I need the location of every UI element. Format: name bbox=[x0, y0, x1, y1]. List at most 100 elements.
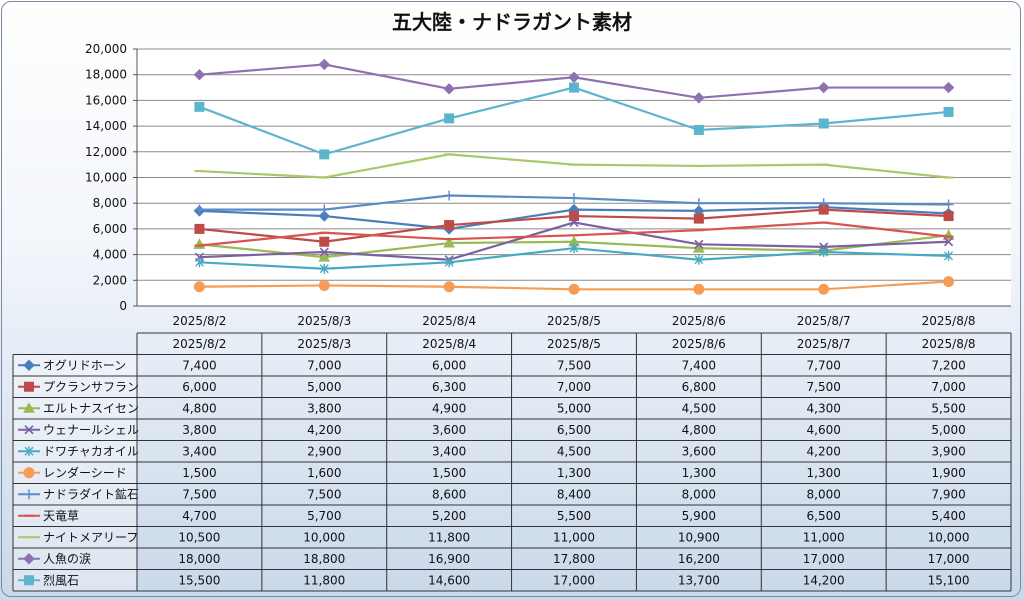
legend-label: レンダーシード bbox=[43, 465, 127, 480]
series-8 bbox=[194, 221, 954, 247]
table-cell-value: 5,500 bbox=[931, 401, 965, 415]
table-cell-value: 17,000 bbox=[928, 552, 970, 566]
series-6 bbox=[193, 276, 955, 295]
table-cell-value: 7,500 bbox=[182, 487, 216, 501]
table-cell-value: 8,600 bbox=[432, 487, 466, 501]
legend-label: ナドラダイト鉱石 bbox=[43, 486, 139, 501]
star-marker bbox=[944, 250, 954, 261]
y-tick-label: 4,000 bbox=[93, 248, 127, 262]
star-marker bbox=[24, 446, 34, 457]
series-lines bbox=[193, 58, 955, 295]
table-cell-value: 16,900 bbox=[428, 552, 470, 566]
table-cell-value: 10,500 bbox=[178, 530, 220, 544]
table-cell-value: 5,000 bbox=[307, 380, 341, 394]
table-cell-value: 7,400 bbox=[182, 358, 216, 372]
square-marker bbox=[24, 381, 34, 392]
triangle-marker bbox=[443, 237, 455, 248]
series-9 bbox=[194, 153, 954, 179]
diamond-marker bbox=[942, 81, 955, 94]
x-marker-stroke bbox=[24, 425, 34, 435]
table-cell-value: 5,500 bbox=[557, 509, 591, 523]
x-marker bbox=[944, 237, 954, 247]
x-marker-stroke bbox=[944, 237, 954, 247]
table-cell-value: 4,600 bbox=[807, 423, 841, 437]
circle-marker bbox=[943, 276, 955, 288]
diamond-marker bbox=[23, 359, 35, 371]
table-cell-value: 6,300 bbox=[432, 380, 466, 394]
circle-marker bbox=[818, 283, 830, 295]
table-cell-value: 1,300 bbox=[807, 466, 841, 480]
y-tick-label: 8,000 bbox=[93, 196, 127, 210]
table-cell-value: 11,800 bbox=[303, 573, 345, 587]
table-cell-value: 5,900 bbox=[682, 509, 716, 523]
star-marker bbox=[194, 257, 204, 268]
y-tick-label: 18,000 bbox=[85, 68, 127, 82]
table-cell-value: 3,900 bbox=[931, 444, 965, 458]
table-cell-value: 5,400 bbox=[931, 509, 965, 523]
table-cell-value: 3,800 bbox=[307, 401, 341, 415]
legend-label: エルトナスイセン bbox=[43, 401, 139, 415]
table-cell-value: 8,400 bbox=[557, 487, 591, 501]
table-cell-value: 4,500 bbox=[557, 444, 591, 458]
table-cell-value: 3,400 bbox=[432, 444, 466, 458]
table-cell-value: 3,800 bbox=[182, 423, 216, 437]
table-cell-value: 6,500 bbox=[557, 423, 591, 437]
table-cell-value: 10,000 bbox=[928, 530, 970, 544]
y-tick-label: 0 bbox=[119, 299, 127, 313]
series-11 bbox=[194, 82, 954, 160]
table-cell-value: 4,700 bbox=[182, 509, 216, 523]
table-cell-value: 1,500 bbox=[182, 466, 216, 480]
table-cell-value: 6,000 bbox=[432, 358, 466, 372]
plus-marker bbox=[194, 204, 205, 215]
square-marker bbox=[818, 118, 829, 129]
diamond-marker bbox=[818, 81, 830, 94]
table-cell-value: 4,900 bbox=[432, 401, 466, 415]
table-cell-value: 17,000 bbox=[553, 573, 595, 587]
table-cell-value: 7,000 bbox=[307, 358, 341, 372]
y-tick-label: 12,000 bbox=[85, 145, 127, 159]
x-tick-label: 2025/8/3 bbox=[297, 314, 351, 328]
table-cell-value: 3,600 bbox=[432, 423, 466, 437]
y-tick-label: 16,000 bbox=[85, 93, 127, 107]
diamond-marker bbox=[318, 58, 330, 71]
square-marker bbox=[319, 236, 330, 247]
table-header-date: 2025/8/3 bbox=[297, 337, 351, 351]
table-cell-value: 6,000 bbox=[182, 380, 216, 394]
plus-marker bbox=[319, 204, 330, 215]
data-table: 2025/8/2 2025/8/3 2025/8/4 2025/8/5 2025/8/6… bbox=[12, 332, 1012, 592]
table-cell-value: 4,300 bbox=[807, 401, 841, 415]
table-cell-value: 8,000 bbox=[807, 487, 841, 501]
square-marker bbox=[444, 113, 455, 124]
table-cell-value: 7,700 bbox=[807, 358, 841, 372]
square-marker bbox=[693, 124, 704, 135]
plus-marker bbox=[569, 193, 579, 204]
table-header-date: 2025/8/4 bbox=[422, 337, 476, 351]
circle-marker bbox=[23, 467, 35, 479]
triangle-marker bbox=[318, 251, 331, 262]
table-cell-value: 15,100 bbox=[928, 573, 970, 587]
star-marker bbox=[319, 263, 329, 274]
square-marker bbox=[943, 106, 954, 117]
diamond-marker bbox=[23, 553, 35, 565]
table-cell-value: 11,000 bbox=[553, 530, 595, 544]
x-tick-label: 2025/8/2 bbox=[172, 314, 226, 328]
series-10 bbox=[193, 58, 955, 104]
table-cell-value: 5,000 bbox=[557, 401, 591, 415]
x-tick-label: 2025/8/5 bbox=[547, 314, 601, 328]
chart-title: 五大陸・ナドラガント素材 bbox=[392, 10, 632, 34]
x-tick-label: 2025/8/4 bbox=[422, 314, 476, 328]
table-cell-value: 1,300 bbox=[682, 466, 716, 480]
square-marker bbox=[444, 220, 455, 231]
star-marker bbox=[569, 243, 579, 254]
plus-marker bbox=[24, 489, 34, 500]
y-tick-label: 14,000 bbox=[85, 119, 127, 133]
legend-label: 烈風石 bbox=[43, 573, 79, 587]
table-header-date: 2025/8/7 bbox=[797, 337, 851, 351]
triangle-marker bbox=[23, 402, 35, 413]
table-cell-value: 3,600 bbox=[682, 444, 716, 458]
plus-marker bbox=[943, 199, 954, 210]
square-marker bbox=[194, 101, 205, 112]
diamond-marker bbox=[318, 210, 330, 222]
legend-label: ウェナールシェル bbox=[43, 423, 139, 437]
